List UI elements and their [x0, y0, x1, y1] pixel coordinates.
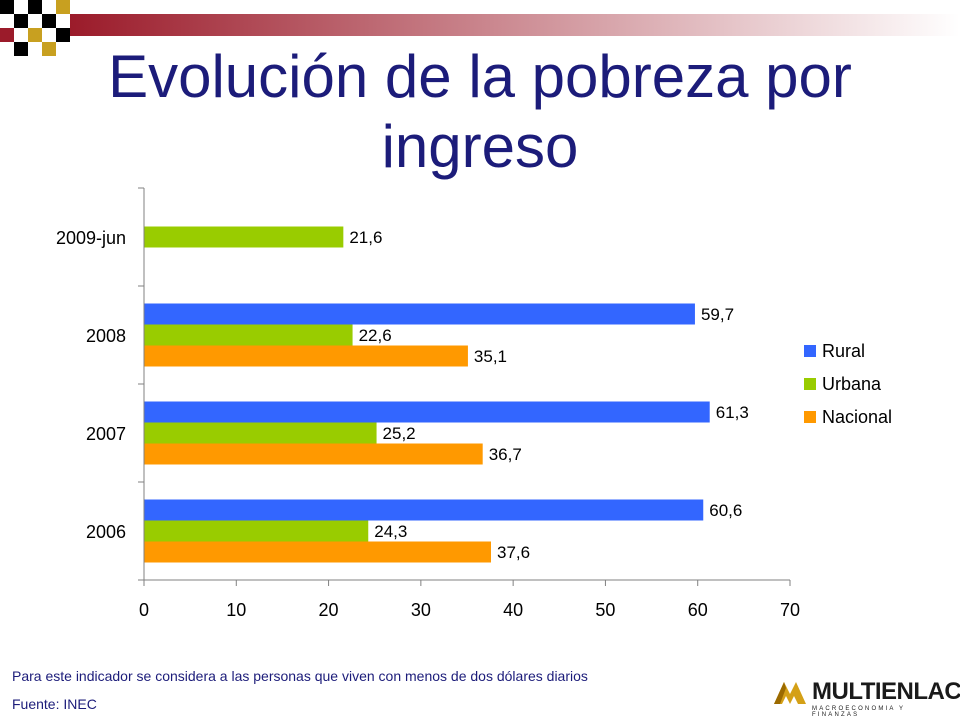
data-label: 35,1 — [474, 347, 507, 366]
legend-label-nacional: Nacional — [822, 407, 892, 427]
source-note: Fuente: INEC — [12, 696, 97, 712]
data-label: 37,6 — [497, 543, 530, 562]
data-label: 36,7 — [489, 445, 522, 464]
bar-nacional-2008 — [144, 345, 468, 367]
data-label: 21,6 — [349, 228, 382, 247]
legend-swatch-nacional — [804, 411, 816, 423]
x-tick-label: 40 — [503, 600, 523, 620]
bar-urbana-2007 — [144, 422, 377, 444]
x-tick-label: 30 — [411, 600, 431, 620]
bar-rural-2007 — [144, 401, 710, 423]
x-tick-label: 0 — [139, 600, 149, 620]
x-tick-label: 50 — [595, 600, 615, 620]
bar-nacional-2007 — [144, 443, 483, 465]
page-title: Evolución de la pobreza por ingreso — [108, 43, 852, 180]
logo-wordmark: MULTIENLACE — [812, 678, 960, 705]
x-tick-label: 70 — [780, 600, 800, 620]
data-label: 24,3 — [374, 522, 407, 541]
data-label: 22,6 — [359, 326, 392, 345]
logo-tagline: MACROECONOMIA Y FINANZAS — [812, 706, 906, 718]
legend-swatch-urbana — [804, 378, 816, 390]
bar-urbana-2006 — [144, 520, 369, 542]
x-tick-label: 60 — [688, 600, 708, 620]
multienlace-logo: MULTIENLACE MACROECONOMIA Y FINANZAS — [770, 676, 960, 718]
bar-chart: 21,6 2009-jun 59,7 22,6 35,1 2008 61,3 25,2 36,7… — [56, 187, 892, 620]
footnote: Para este indicador se considera a las p… — [12, 668, 588, 684]
header-decoration — [0, 0, 960, 56]
x-tick-label: 20 — [319, 600, 339, 620]
x-tick-label: 10 — [226, 600, 246, 620]
bar-rural-2006 — [144, 499, 704, 521]
logo-emblem-icon — [774, 682, 806, 704]
data-label: 59,7 — [701, 305, 734, 324]
y-tick-label: 2007 — [86, 424, 126, 444]
legend-label-rural: Rural — [822, 341, 865, 361]
legend-swatch-rural — [804, 345, 816, 357]
bar-urbana-2009-jun — [144, 226, 344, 248]
bar-nacional-2006 — [144, 541, 491, 563]
bar-urbana-2008 — [144, 324, 353, 346]
y-tick-label: 2008 — [86, 326, 126, 346]
data-label: 60,6 — [709, 501, 742, 520]
y-tick-label: 2009-jun — [56, 228, 126, 248]
bar-rural-2008 — [144, 303, 695, 325]
legend-label-urbana: Urbana — [822, 374, 882, 394]
data-label: 25,2 — [383, 424, 416, 443]
data-label: 61,3 — [716, 403, 749, 422]
y-tick-label: 2006 — [86, 522, 126, 542]
